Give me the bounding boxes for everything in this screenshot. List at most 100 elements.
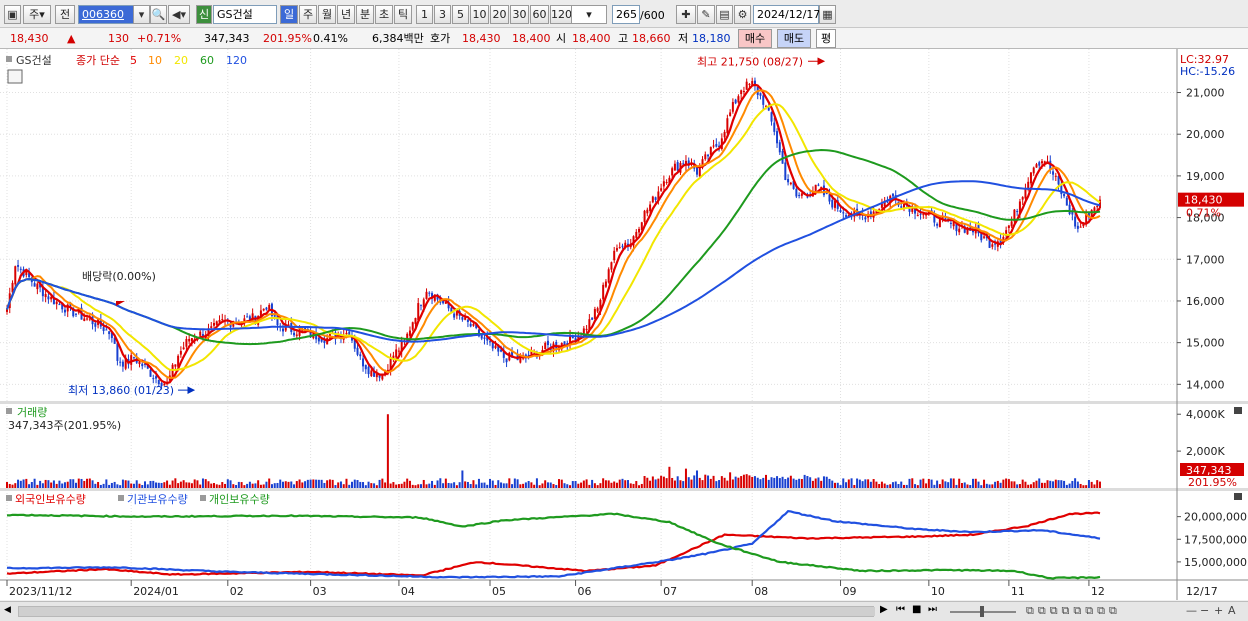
volume-bar — [803, 474, 806, 488]
count-input[interactable]: 265 — [612, 5, 640, 24]
interval-5[interactable]: 5 — [452, 5, 469, 24]
panel-separator-1[interactable] — [0, 401, 1248, 404]
volume-bar — [28, 484, 31, 488]
ask-label: 호가 — [430, 32, 451, 45]
scroll-right-icon[interactable]: ▶ — [880, 604, 888, 615]
volume-bar — [867, 479, 870, 488]
zoom-slider-handle[interactable] — [980, 606, 984, 617]
x-tick-label: 08 — [754, 585, 768, 598]
stop-icon[interactable]: ■ — [912, 604, 922, 615]
candle — [155, 376, 158, 379]
candle — [1079, 226, 1082, 228]
scrollbar-track[interactable] — [18, 606, 875, 617]
candle — [367, 366, 370, 375]
volume-bar — [831, 480, 834, 488]
search-icon[interactable]: 🔍 — [150, 5, 167, 24]
volume-bar — [698, 477, 701, 488]
chart-tools-icon[interactable]: ⧉⧉⧉⧉⧉⧉⧉⧉ — [1026, 604, 1121, 617]
tab-period-5[interactable]: 초 — [375, 5, 393, 24]
volume-bar — [765, 474, 767, 488]
rewind-icon[interactable]: ⏮ — [896, 604, 905, 615]
holdings-line — [6, 512, 1101, 580]
candle — [949, 222, 952, 224]
volume-bar — [44, 479, 47, 488]
sell-button[interactable]: 매도 — [777, 29, 811, 48]
interval-20[interactable]: 20 — [490, 5, 509, 24]
volume-bar — [33, 478, 36, 488]
x-tick-label: 11 — [1011, 585, 1025, 598]
volume-bar — [541, 483, 544, 488]
candle — [47, 296, 50, 300]
volume-current-label: 347,343 — [1186, 464, 1232, 477]
panel-separator-2[interactable] — [0, 488, 1248, 491]
volume-bar — [930, 479, 933, 488]
volume-bar — [373, 483, 376, 488]
candle — [276, 314, 279, 326]
volume-bar — [944, 481, 947, 488]
ma-legend-20: 20 — [174, 54, 188, 67]
eval-button[interactable]: 평 — [816, 29, 836, 48]
buy-button[interactable]: 매수 — [738, 29, 772, 48]
tab-period-3[interactable]: 년 — [337, 5, 355, 24]
interval-1[interactable]: 1 — [416, 5, 433, 24]
table-toggle-icon[interactable] — [7, 69, 23, 84]
ma-line-5 — [5, 83, 1101, 385]
volume-current-box — [1180, 463, 1244, 476]
holdings-close-icon[interactable] — [1234, 493, 1242, 500]
candle — [632, 236, 635, 246]
volume-bar — [221, 482, 224, 488]
scroll-left-icon[interactable]: ◀ — [4, 605, 11, 615]
gear-icon[interactable]: ⚙ — [734, 5, 751, 24]
candle — [1005, 230, 1008, 236]
scrollbar-thumb[interactable] — [19, 607, 875, 616]
x-tick-label: 04 — [401, 585, 415, 598]
volume-bar — [36, 484, 39, 488]
interval-10[interactable]: 10 — [470, 5, 489, 24]
save-icon[interactable]: ▤ — [716, 5, 733, 24]
calendar-icon[interactable]: ▦ — [819, 5, 836, 24]
tab-period-4[interactable]: 분 — [356, 5, 374, 24]
zoom-out-icon[interactable]: — — [1186, 604, 1197, 617]
volume-bar — [853, 484, 856, 488]
volume-bar — [707, 475, 710, 488]
volume-bar — [279, 479, 282, 488]
date-input[interactable]: 2024/12/17 — [753, 5, 820, 24]
volume-bar — [861, 481, 864, 488]
tab-period-6[interactable]: 틱 — [394, 5, 412, 24]
stock-chart[interactable]: 14,000 15,000 16,000 17,000 18,000 19,000 20,0… — [0, 49, 1248, 600]
tab-period-1[interactable]: 주 — [299, 5, 317, 24]
interval-3[interactable]: 3 — [434, 5, 451, 24]
candle — [891, 193, 894, 197]
volume-bar — [949, 478, 952, 488]
stock-name[interactable]: GS건설 — [213, 5, 277, 24]
tab-period-2[interactable]: 월 — [318, 5, 336, 24]
zoom-plus-icon[interactable]: + — [1214, 604, 1224, 617]
code-input[interactable]: 006360 — [78, 5, 134, 24]
volume-bar — [552, 484, 555, 488]
candle — [831, 199, 834, 208]
interval-60[interactable]: 60 — [530, 5, 549, 24]
volume-bar — [544, 480, 547, 488]
tab-period-0[interactable]: 일 — [280, 5, 298, 24]
volume-close-icon[interactable] — [1234, 407, 1242, 414]
type-select[interactable]: 주▾ — [23, 5, 51, 24]
zoom-minus-icon[interactable]: − — [1200, 604, 1210, 617]
crosshair-icon[interactable]: ✚ — [676, 5, 696, 24]
interval-120[interactable]: 120 — [550, 5, 572, 24]
volume-bar — [152, 480, 155, 488]
prev-button[interactable]: 전 — [55, 5, 75, 24]
code-dropdown-icon[interactable]: ▾ — [133, 5, 150, 24]
window-icon[interactable]: ▣ — [4, 5, 21, 24]
interval-30[interactable]: 30 — [510, 5, 529, 24]
volume-title: 거래량 — [17, 406, 47, 419]
draw-icon[interactable]: ✎ — [697, 5, 715, 24]
forward-icon[interactable]: ⏭ — [928, 604, 937, 615]
volume-bar — [116, 484, 119, 488]
font-size-icon[interactable]: A — [1228, 604, 1236, 617]
speaker-icon[interactable]: ◀▾ — [168, 5, 190, 24]
candle — [748, 83, 751, 85]
volume-bar — [213, 483, 215, 488]
interval-dropdown[interactable]: ▾ — [571, 5, 607, 24]
candle — [262, 308, 265, 311]
volume-bar — [530, 482, 533, 488]
